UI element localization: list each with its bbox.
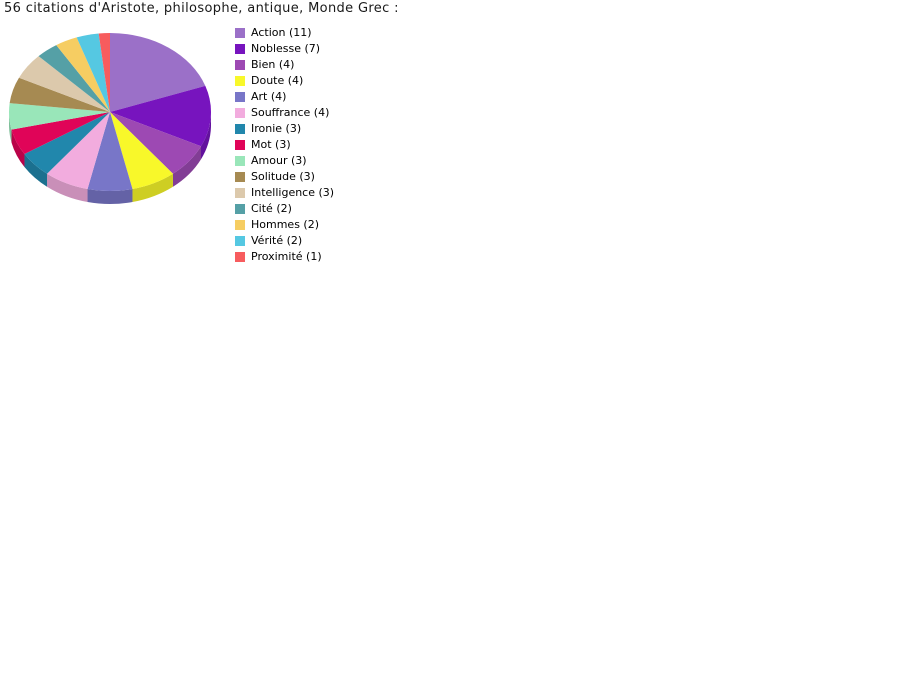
pie-slice: [24, 112, 111, 174]
legend-label: Vérité (2): [251, 234, 303, 247]
legend-item: Doute (4): [235, 73, 334, 89]
legend-swatch: [235, 92, 245, 102]
pie-slice-side: [24, 154, 48, 187]
pie-slice: [87, 112, 133, 191]
legend-swatch: [235, 76, 245, 86]
legend-label: Amour (3): [251, 154, 307, 167]
legend-item: Action (11): [235, 25, 334, 41]
legend-label: Bien (4): [251, 58, 295, 71]
legend-swatch: [235, 204, 245, 214]
legend-swatch: [235, 124, 245, 134]
legend-swatch: [235, 44, 245, 54]
legend-swatch: [235, 172, 245, 182]
legend-label: Doute (4): [251, 74, 304, 87]
legend-label: Ironie (3): [251, 122, 302, 135]
pie-slice: [98, 33, 110, 112]
legend-label: Solitude (3): [251, 170, 315, 183]
legend-item: Ironie (3): [235, 121, 334, 137]
pie-slice: [11, 112, 111, 155]
pie-slice: [47, 112, 110, 190]
pie-slice: [76, 33, 110, 112]
pie-slice-side: [172, 146, 201, 187]
pie-slice-side: [11, 129, 25, 168]
pie-slice: [9, 77, 111, 112]
legend-item: Bien (4): [235, 57, 334, 73]
legend-label: Action (11): [251, 26, 312, 39]
legend-item: Amour (3): [235, 153, 334, 169]
pie-slice: [110, 33, 206, 112]
legend-swatch: [235, 252, 245, 262]
legend-swatch: [235, 236, 245, 246]
legend-label: Art (4): [251, 90, 287, 103]
pie-slice-side: [132, 173, 173, 203]
legend: Action (11) Noblesse (7) Bien (4) Doute (4)…: [235, 25, 334, 265]
legend-item: Cité (2): [235, 201, 334, 217]
legend-label: Noblesse (7): [251, 42, 321, 55]
legend-label: Mot (3): [251, 138, 291, 151]
legend-item: Solitude (3): [235, 169, 334, 185]
pie-slice: [9, 103, 111, 130]
legend-label: Hommes (2): [251, 218, 320, 231]
pie-slice: [110, 85, 211, 147]
legend-label: Souffrance (4): [251, 106, 330, 119]
legend-item: Art (4): [235, 89, 334, 105]
pie-slice: [56, 37, 110, 112]
legend-label: Proximité (1): [251, 250, 322, 263]
legend-label: Cité (2): [251, 202, 292, 215]
legend-item: Proximité (1): [235, 249, 334, 265]
legend-swatch: [235, 60, 245, 70]
pie-slice-side: [201, 112, 211, 160]
legend-swatch: [235, 188, 245, 198]
pie-chart: [8, 33, 211, 204]
legend-swatch: [235, 156, 245, 166]
legend-swatch: [235, 108, 245, 118]
legend-item: Noblesse (7): [235, 41, 334, 57]
legend-item: Vérité (2): [235, 233, 334, 249]
legend-item: Hommes (2): [235, 217, 334, 233]
chart-title: 56 citations d'Aristote, philosophe, ant…: [4, 1, 399, 16]
legend-item: Mot (3): [235, 137, 334, 153]
legend-swatch: [235, 28, 245, 38]
legend-swatch: [235, 140, 245, 150]
pie-slice-side: [47, 173, 88, 203]
pie-slice-side: [87, 189, 133, 204]
legend-swatch: [235, 220, 245, 230]
pie-slice: [38, 45, 110, 112]
pie-slice-side: [8, 112, 12, 143]
pie-slice: [110, 112, 173, 190]
pie-slice: [110, 112, 201, 174]
legend-item: Souffrance (4): [235, 105, 334, 121]
pie-slice: [19, 56, 110, 112]
legend-label: Intelligence (3): [251, 186, 335, 199]
legend-item: Intelligence (3): [235, 185, 334, 201]
